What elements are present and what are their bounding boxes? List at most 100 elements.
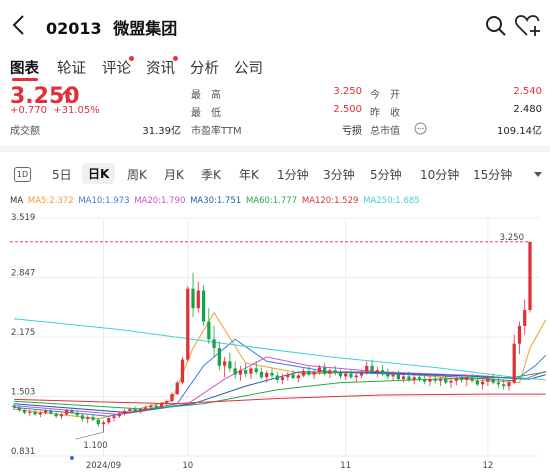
period-yearly-k[interactable]: 年K [239, 168, 259, 182]
period-monthly-k[interactable]: 月K [164, 168, 184, 182]
candle-body [154, 405, 158, 408]
candle-body [438, 379, 443, 381]
period-weekly-k[interactable]: 周K [127, 168, 147, 182]
candle-body [49, 410, 53, 414]
candle-body [212, 339, 216, 349]
candle-body [138, 409, 142, 412]
candle-body [365, 365, 369, 372]
ma-line-ma60 [13, 371, 546, 410]
period-1d[interactable]: 1D [14, 167, 31, 182]
candle-body [144, 407, 148, 410]
candle-body [312, 371, 316, 375]
x-tick-label: 12 [482, 461, 493, 471]
tab-chart[interactable]: 图表 [10, 61, 39, 77]
kline-chart[interactable]: 3.519 2.847 2.175 1.503 0.831 2024/09 10 11 12 3.… [0, 210, 550, 476]
candle-body [502, 384, 506, 387]
period-5min[interactable]: 5分钟 [370, 168, 402, 182]
search-icon[interactable] [484, 14, 508, 38]
back-icon[interactable] [6, 12, 32, 38]
add-watchlist-icon[interactable] [514, 13, 542, 39]
ma-legend-item: MA10:1.973 [78, 196, 130, 206]
ma-legend-item: MA [10, 196, 24, 206]
pe-label: 市盈率TTM [191, 126, 242, 137]
candle-body [417, 377, 422, 380]
candle-body [101, 422, 106, 425]
candle-body [38, 412, 42, 415]
candle-body [112, 416, 116, 419]
high-label: 最 高 [191, 90, 221, 101]
period-10min[interactable]: 10分钟 [420, 168, 460, 182]
tab-analysis[interactable]: 分析 [190, 61, 219, 77]
period-1min[interactable]: 1分钟 [277, 168, 309, 182]
candle-body [86, 417, 90, 419]
ma-legend-item: MA20:1.790 [134, 196, 186, 206]
tab-company[interactable]: 公司 [234, 61, 263, 77]
tab-news[interactable]: 资讯 [146, 61, 175, 77]
candle-body [301, 371, 306, 376]
y-tick-label: 1.503 [11, 388, 35, 398]
candle-body [70, 410, 74, 413]
more-info-icon[interactable] [414, 122, 427, 135]
candle-body [338, 372, 343, 377]
low-annotation-leader [75, 431, 104, 440]
candle-body [359, 371, 364, 376]
candle-body [265, 372, 269, 378]
candle-body [475, 380, 479, 385]
event-marker-dot [69, 456, 74, 460]
candle-body [344, 373, 348, 377]
stock-title: 02013 微盟集团 [46, 15, 177, 39]
candle-body [354, 375, 358, 378]
ma-legend-item: MA5:2.372 [27, 196, 74, 206]
candle-body [228, 361, 232, 369]
low-price-annotation: 1.100 [83, 441, 107, 451]
candle-body [238, 370, 243, 375]
candle-body [407, 376, 411, 380]
turnover-label: 成交额 [10, 126, 40, 137]
change-percent: +31.05% [53, 105, 100, 116]
candle-body [412, 377, 416, 380]
period-daily-k[interactable]: 日K [82, 163, 116, 184]
candle-body [244, 370, 248, 374]
candle-body [386, 373, 390, 377]
y-tick-label: 2.175 [11, 328, 35, 338]
ma-legend-item: MA60:1.777 [245, 196, 298, 206]
up-arrow-icon [61, 88, 73, 103]
candle-body [507, 382, 511, 387]
candle-body [528, 241, 532, 310]
tab-comments[interactable]: 评论 [102, 61, 131, 77]
candle-body [512, 343, 516, 383]
period-dropdown-icon[interactable] [534, 172, 542, 178]
candle-body [222, 361, 227, 366]
candle-body [323, 367, 327, 374]
tab-warrants[interactable]: 轮证 [57, 61, 86, 77]
period-3min[interactable]: 3分钟 [323, 168, 355, 182]
candle-body [480, 381, 485, 385]
period-15min[interactable]: 15分钟 [473, 168, 513, 182]
y-tick-label: 3.519 [11, 213, 35, 223]
period-quarterly-k[interactable]: 季K [201, 168, 221, 182]
turnover-value: 31.39亿 [142, 126, 181, 137]
candle-body [459, 378, 464, 380]
candle-body [54, 413, 58, 417]
y-tick-label: 0.831 [11, 447, 35, 457]
low-value: 2.500 [333, 104, 362, 115]
candle-body [165, 401, 169, 403]
candle-body [233, 368, 237, 375]
candle-body [465, 377, 469, 380]
candle-body [307, 371, 311, 375]
ma-line-ma5 [13, 311, 547, 420]
candle-body [370, 365, 374, 372]
candle-body [201, 290, 206, 322]
high-price-annotation: 3.250 [500, 233, 524, 243]
open-value: 2.540 [513, 86, 542, 97]
candle-body [122, 410, 127, 414]
ma-legend-item: MA250:1.685 [363, 196, 420, 206]
period-5day[interactable]: 5日 [52, 168, 72, 182]
candle-body [196, 290, 200, 309]
candle-body [91, 417, 95, 420]
candle-body [333, 370, 337, 373]
candle-body [280, 377, 285, 380]
candle-body [149, 405, 153, 408]
candle-body [259, 371, 264, 378]
comments-badge-dot [129, 56, 134, 61]
